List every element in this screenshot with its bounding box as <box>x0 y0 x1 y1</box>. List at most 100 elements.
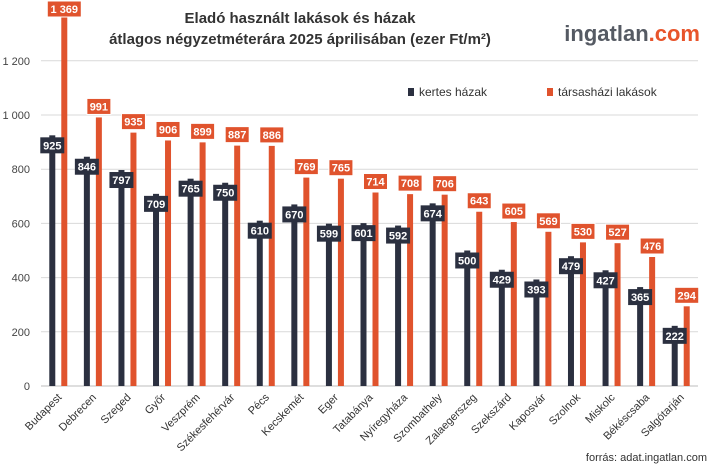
data-label-tarsashazi-lakasok: 1 369 <box>46 0 82 18</box>
data-label-tarsashazi-lakasok: 765 <box>328 159 354 177</box>
data-label-text: 765 <box>332 163 350 175</box>
source-note: forrás: adat.ingatlan.com <box>586 452 707 464</box>
data-label-text: 569 <box>539 216 557 228</box>
data-label-box <box>386 227 411 244</box>
data-label-kertes-hazak: 429 <box>489 271 514 288</box>
data-label-box <box>535 212 561 230</box>
bar-tarsashazi-lakasok <box>268 145 275 386</box>
data-label-box <box>74 158 99 175</box>
data-label-box <box>144 195 169 212</box>
data-label-tarsashazi-lakasok: 906 <box>155 120 181 138</box>
data-label-text: 427 <box>596 275 614 287</box>
data-label-box <box>662 327 687 344</box>
bar-kertes-hazak <box>360 223 367 386</box>
data-label-text: 592 <box>389 231 407 243</box>
legend-swatch-tarsashazi-lakasok <box>547 88 553 96</box>
y-tick-label: 600 <box>12 218 30 230</box>
data-label-box <box>40 137 65 154</box>
data-label-text: 714 <box>366 177 385 189</box>
data-label-text: 479 <box>562 261 580 273</box>
bar-tarsashazi-lakasok <box>683 306 690 386</box>
bar-kertes-hazak <box>498 269 505 386</box>
data-label-box <box>316 225 341 242</box>
x-tick-label: Eger <box>316 391 341 416</box>
data-label-kertes-hazak: 925 <box>40 137 65 154</box>
data-label-tarsashazi-lakasok: 706 <box>432 175 458 193</box>
bar-tarsashazi-lakasok <box>95 117 102 386</box>
data-label-box <box>86 97 112 115</box>
bar-kertes-hazak <box>533 279 540 386</box>
brand-logo: ingatlan.com <box>564 21 700 46</box>
y-tick-label: 1 200 <box>2 56 30 68</box>
brand-name: ingatlan <box>564 21 648 46</box>
legend-label: kertes házak <box>419 85 488 99</box>
data-label-text: 476 <box>643 241 661 253</box>
data-label-box <box>455 252 480 269</box>
data-label-text: 429 <box>493 275 511 287</box>
bar-kertes-hazak <box>325 223 332 386</box>
data-label-box <box>570 222 596 240</box>
legend-item: társasházi lakások <box>547 85 658 99</box>
data-label-box <box>282 206 307 223</box>
data-label-box <box>639 237 665 255</box>
data-label-text: 599 <box>320 229 338 241</box>
data-label-box <box>259 126 285 144</box>
data-label-text: 709 <box>147 199 165 211</box>
data-label-kertes-hazak: 750 <box>213 184 238 201</box>
data-label-box <box>190 122 216 140</box>
data-label-box <box>178 180 203 197</box>
svg-text:ingatlan.com: ingatlan.com <box>564 21 700 46</box>
data-label-tarsashazi-lakasok: 714 <box>363 173 388 191</box>
data-label-kertes-hazak: 846 <box>74 158 99 175</box>
data-label-box <box>213 184 238 201</box>
x-tick-label: Szolnok <box>547 391 584 428</box>
x-tick-label: Győr <box>143 391 169 417</box>
data-label-box <box>46 0 82 18</box>
data-label-text: 750 <box>216 188 234 200</box>
bar-tarsashazi-lakasok <box>234 145 241 386</box>
data-label-box <box>293 158 319 176</box>
data-label-box <box>247 222 272 239</box>
legend-swatch-kertes-hazak <box>408 88 414 96</box>
data-label-tarsashazi-lakasok: 991 <box>86 97 112 115</box>
bar-tarsashazi-lakasok <box>199 142 206 386</box>
bar-kertes-hazak <box>637 287 644 386</box>
bar-kertes-hazak <box>222 182 229 386</box>
x-tick-label: Debrecen <box>57 392 99 434</box>
bar-kertes-hazak <box>395 225 402 386</box>
data-label-text: 530 <box>574 226 592 238</box>
bars <box>49 15 690 386</box>
data-label-text: 601 <box>354 228 372 240</box>
chart-title: Eladó használt lakások és házak átlagos … <box>109 10 491 48</box>
data-label-text: 886 <box>263 130 281 142</box>
bar-tarsashazi-lakasok <box>165 140 172 386</box>
data-label-tarsashazi-lakasok: 476 <box>639 237 665 255</box>
data-label-kertes-hazak: 610 <box>247 222 272 239</box>
data-label-tarsashazi-lakasok: 605 <box>501 202 527 220</box>
bar-tarsashazi-lakasok <box>579 242 586 386</box>
data-label-text: 991 <box>90 101 108 113</box>
y-tick-label: 200 <box>12 327 30 339</box>
bar-kertes-hazak <box>187 178 194 386</box>
data-label-kertes-hazak: 427 <box>593 272 618 289</box>
x-tick-label: Kaposvár <box>507 391 549 433</box>
data-label-box <box>432 175 458 193</box>
data-label-text: 365 <box>631 292 649 304</box>
data-label-box <box>328 159 354 177</box>
bar-tarsashazi-lakasok <box>372 192 379 386</box>
x-tick-label: Miskolc <box>583 391 618 426</box>
legend: kertes házak társasházi lakások <box>408 85 658 99</box>
x-tick-label: Pécs <box>246 391 272 417</box>
bar-tarsashazi-lakasok <box>614 243 621 386</box>
data-label-box <box>605 223 631 241</box>
data-label-box <box>524 281 549 298</box>
data-label-box <box>558 258 583 275</box>
data-label-box <box>628 289 653 306</box>
data-label-tarsashazi-lakasok: 769 <box>293 158 319 176</box>
data-label-text: 500 <box>458 255 476 267</box>
bar-tarsashazi-lakasok <box>649 257 656 386</box>
data-label-text: 765 <box>181 184 199 196</box>
data-label-text: 846 <box>78 162 96 174</box>
